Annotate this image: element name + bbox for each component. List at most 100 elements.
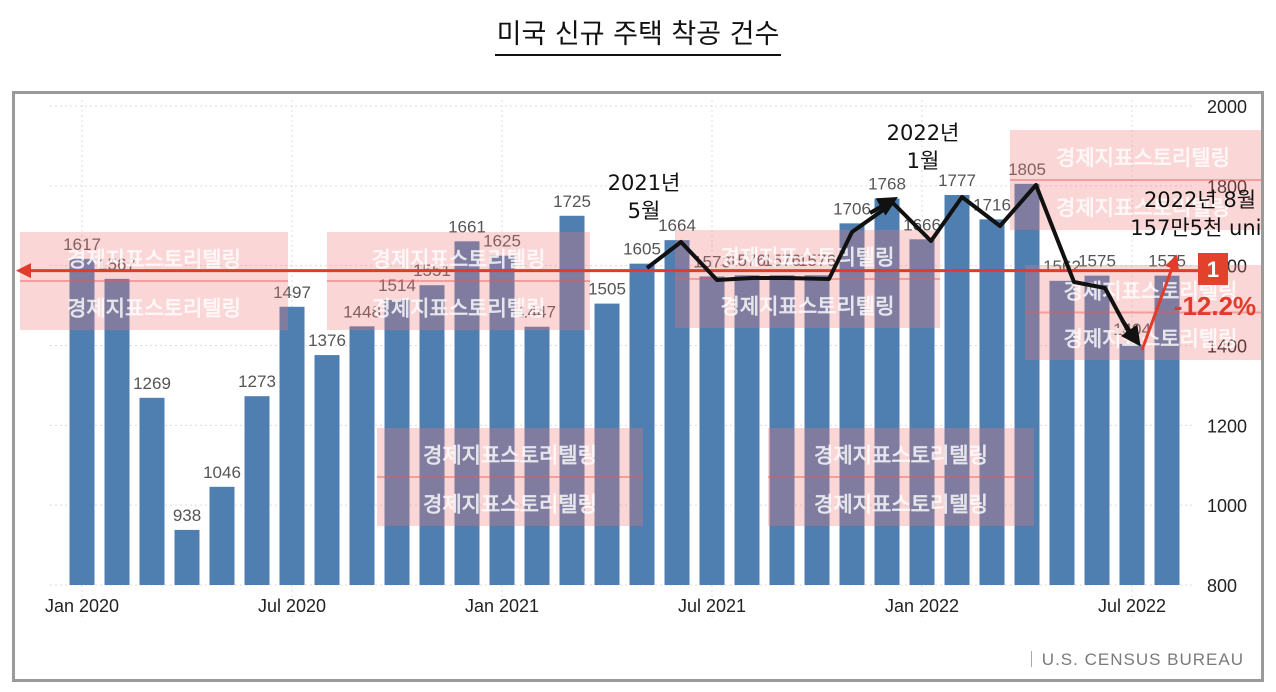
bar — [349, 326, 375, 585]
bar-value-label: 1725 — [553, 192, 591, 211]
bar — [909, 239, 935, 586]
badge-label: 1 — [1207, 257, 1219, 282]
annotation-line: 2021년 — [608, 171, 681, 195]
bar-value-label: 1576 — [728, 251, 766, 270]
bar — [979, 219, 1005, 585]
bar — [104, 278, 130, 585]
bar — [839, 223, 865, 586]
y-tick-label: 1200 — [1207, 416, 1247, 436]
bar-value-label: 1376 — [308, 331, 346, 350]
bar-value-label: 1576 — [763, 251, 801, 270]
bar — [419, 285, 445, 585]
bar — [139, 397, 165, 585]
bar — [1154, 275, 1180, 585]
red-rise-arrow — [1140, 254, 1179, 351]
watermark-text: 경제지표스토리텔링 — [1056, 196, 1230, 220]
x-tick-label: Jan 2020 — [45, 596, 119, 616]
watermark-text: 경제지표스토리텔링 — [1056, 146, 1230, 170]
annotation: 2021년 5월 — [608, 171, 681, 223]
bar-value-label: 1625 — [483, 232, 521, 251]
y-tick-label: 1000 — [1207, 496, 1247, 516]
x-tick-label: Jan 2022 — [885, 596, 959, 616]
bar — [384, 299, 410, 585]
watermark-text: 경제지표스토리텔링 — [423, 492, 597, 516]
bar-value-label: 1505 — [588, 280, 626, 299]
bar — [454, 241, 480, 585]
change-label: -12.2% — [1174, 291, 1256, 321]
bar-value-label: 1805 — [1008, 160, 1046, 179]
watermark-bg — [377, 428, 643, 526]
bar-value-label: 1605 — [623, 240, 661, 259]
y-tick-label: 1800 — [1207, 177, 1247, 197]
bar-value-label: 1576 — [798, 251, 836, 270]
watermark-bg — [20, 232, 288, 330]
bar-value-label: 1706 — [833, 199, 871, 218]
bar — [734, 275, 760, 585]
bar-value-label: 1497 — [273, 283, 311, 302]
bar-chart: 16171567 1269 938 1046 1273 1497 1376 1448 1514 1… — [15, 97, 1261, 620]
bar — [874, 198, 900, 585]
bar-value-label: 1269 — [133, 374, 171, 393]
annotation-line: 157만5천 unit — [1130, 216, 1261, 240]
bar-value-label: 1273 — [238, 372, 276, 391]
trend-arrow-drop — [1120, 318, 1141, 347]
bar-value-label: 1575 — [1078, 252, 1116, 271]
annotation-line: 2022년 — [887, 121, 960, 145]
bar — [69, 258, 95, 585]
annotation-line: 1월 — [907, 149, 940, 173]
bar — [1119, 343, 1145, 585]
watermark-text: 경제지표스토리텔링 — [814, 443, 988, 467]
bar — [559, 215, 585, 585]
y-tick-label: 2000 — [1207, 97, 1247, 117]
bar-value-label: 1514 — [378, 276, 416, 295]
bar — [1014, 183, 1040, 585]
annotation: 2022년 1월 — [887, 121, 960, 173]
watermark-text: 경제지표스토리텔링 — [67, 296, 241, 320]
watermark-text: 경제지표스토리텔링 — [814, 492, 988, 516]
bar-value-label: 1768 — [868, 175, 906, 194]
bar — [804, 275, 830, 585]
bar — [699, 276, 725, 585]
bar-value-label: 1661 — [448, 217, 486, 236]
bar — [769, 275, 795, 585]
bar-value-label: 1617 — [63, 235, 101, 254]
bar — [244, 396, 270, 585]
watermark-text: 경제지표스토리텔링 — [721, 245, 895, 269]
watermark-text: 경제지표스토리텔링 — [67, 247, 241, 271]
bar — [594, 303, 620, 585]
bar — [944, 195, 970, 585]
watermark-text: 경제지표스토리텔링 — [423, 443, 597, 467]
y-tick-label: 1400 — [1207, 337, 1247, 357]
watermark-text: 경제지표스토리텔링 — [721, 294, 895, 318]
bar — [629, 263, 655, 585]
x-tick-label: Jan 2021 — [465, 596, 539, 616]
bar — [664, 240, 690, 585]
bar — [314, 355, 340, 585]
bar — [1049, 280, 1075, 585]
x-tick-label: Jul 2021 — [678, 596, 746, 616]
bar — [524, 326, 550, 585]
bar — [174, 529, 200, 585]
annotation-line: 5월 — [628, 199, 661, 223]
bar-value-label: 1567 — [98, 255, 136, 274]
bar-value-label: 1447 — [518, 303, 556, 322]
watermark-bg — [768, 428, 1034, 526]
bar-value-label: 1448 — [343, 302, 381, 321]
x-tick-label: Jul 2020 — [258, 596, 326, 616]
bar-value-label: 1777 — [938, 171, 976, 190]
annotation: 2022년 8월 157만5천 unit — [1130, 188, 1261, 240]
bar-value-label: 938 — [173, 506, 201, 525]
watermark-bg — [327, 232, 590, 330]
watermark-bg — [1010, 130, 1261, 230]
source-label: U.S. CENSUS BUREAU — [1031, 650, 1244, 670]
bar — [209, 486, 235, 585]
x-tick-label: Jul 2022 — [1098, 596, 1166, 616]
trend-arrow-peak — [869, 197, 898, 216]
bar — [1084, 275, 1110, 585]
chart-frame: 16171567 1269 938 1046 1273 1497 1376 1448 1514 1… — [12, 91, 1264, 682]
watermark-text: 경제지표스토리텔링 — [372, 296, 546, 320]
